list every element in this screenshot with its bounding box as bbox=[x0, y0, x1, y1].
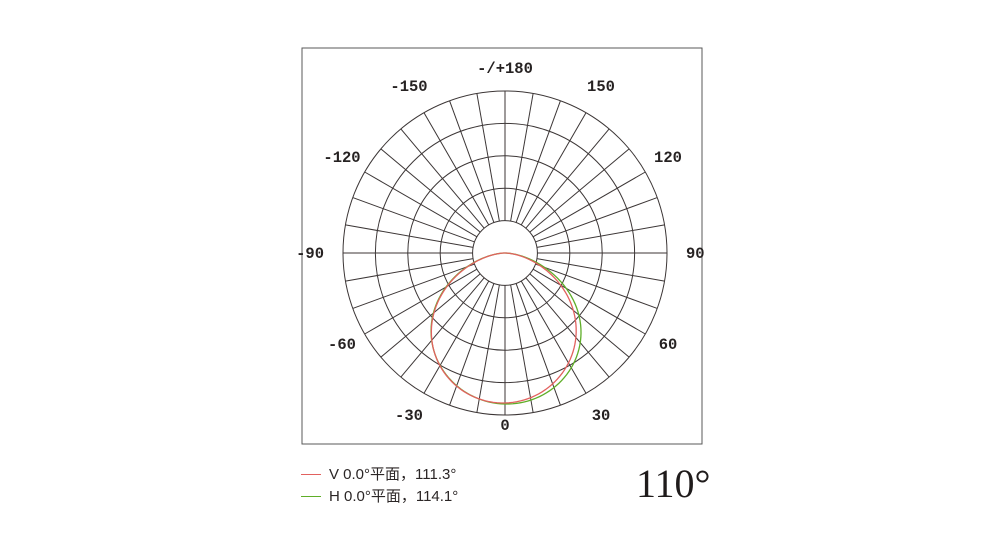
svg-text:90: 90 bbox=[686, 245, 705, 263]
svg-text:30: 30 bbox=[592, 407, 611, 425]
svg-text:-150: -150 bbox=[390, 78, 427, 96]
svg-text:60: 60 bbox=[659, 336, 678, 354]
svg-text:-120: -120 bbox=[323, 149, 360, 167]
svg-text:-/+180: -/+180 bbox=[477, 60, 533, 78]
svg-text:120: 120 bbox=[654, 149, 682, 167]
svg-text:-90: -90 bbox=[296, 245, 324, 263]
svg-text:-60: -60 bbox=[328, 336, 356, 354]
svg-text:0: 0 bbox=[500, 417, 509, 435]
svg-text:150: 150 bbox=[587, 78, 615, 96]
svg-text:-30: -30 bbox=[395, 407, 423, 425]
